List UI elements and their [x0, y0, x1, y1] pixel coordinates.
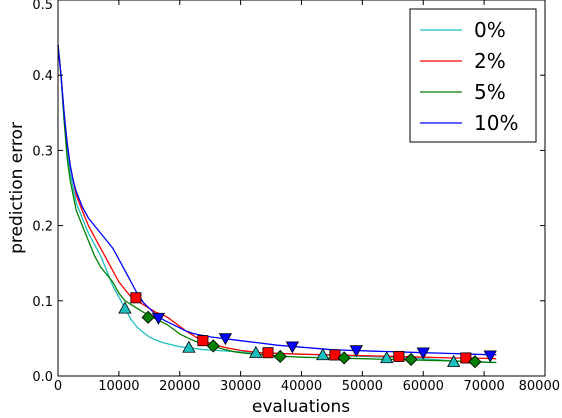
x-tick-label: 10000	[98, 379, 139, 394]
marker-5pct	[468, 355, 482, 369]
x-tick-label: 0	[54, 379, 62, 394]
y-tick-label: 0.1	[32, 295, 53, 310]
y-axis-label: prediction error	[7, 122, 27, 254]
x-tick-label: 80000	[519, 379, 560, 394]
x-tick-label: 20000	[159, 379, 200, 394]
y-tick-label: 0.5	[32, 0, 53, 13]
x-tick-label: 40000	[281, 379, 322, 394]
marker-10pct	[285, 341, 300, 354]
marker-0pct	[182, 340, 196, 353]
marker-0pct	[447, 354, 461, 367]
x-axis-label: evaluations	[252, 397, 350, 417]
marker-2pct	[262, 347, 274, 359]
marker-0pct	[316, 348, 330, 361]
legend-label: 2%	[474, 49, 506, 73]
legend: 0% 2% 5% 10%	[409, 8, 537, 143]
series-line-0pct	[57, 45, 497, 364]
marker-layer	[118, 292, 497, 369]
y-tick-label: 0.4	[32, 69, 53, 84]
legend-label: 10%	[474, 111, 518, 135]
x-tick-label: 30000	[220, 379, 261, 394]
y-tick-label: 0.2	[32, 220, 53, 235]
marker-5pct	[206, 339, 220, 353]
marker-10pct	[218, 333, 233, 346]
x-tick-label: 50000	[342, 379, 383, 394]
x-tick-label: 60000	[403, 379, 444, 394]
marker-0pct	[380, 351, 394, 364]
legend-box	[409, 8, 537, 143]
legend-label: 5%	[474, 80, 506, 104]
marker-2pct	[393, 350, 405, 362]
marker-2pct	[197, 335, 209, 347]
series-line-5pct	[57, 45, 497, 364]
marker-5pct	[141, 310, 155, 324]
marker-5pct	[404, 352, 418, 367]
y-tick-label: 0.3	[32, 144, 53, 159]
marker-10pct	[416, 347, 430, 360]
ticks-layer: 0 10000 20000 30000 40000 50000 60000 70000 8000…	[32, 0, 560, 394]
marker-0pct	[249, 345, 263, 358]
marker-5pct	[337, 351, 351, 365]
legend-label: 0%	[474, 18, 506, 42]
x-tick-label: 70000	[463, 379, 504, 394]
y-tick-label: 0.0	[32, 370, 53, 385]
marker-10pct	[151, 312, 166, 325]
marker-0pct	[118, 301, 132, 314]
marker-5pct	[273, 349, 287, 364]
marker-2pct	[460, 352, 472, 364]
marker-10pct	[483, 350, 497, 363]
marker-2pct	[130, 292, 142, 304]
marker-2pct	[329, 349, 341, 361]
marker-10pct	[349, 345, 363, 358]
